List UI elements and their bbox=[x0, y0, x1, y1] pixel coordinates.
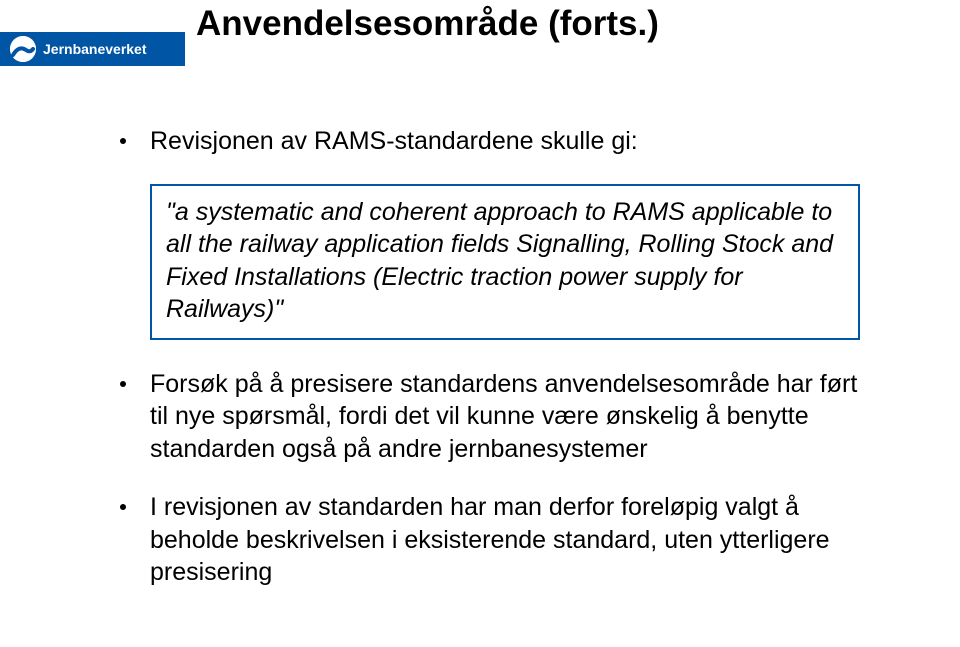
bullet-dot-icon bbox=[120, 138, 126, 144]
list-item: Forsøk på å presisere standardens anvend… bbox=[120, 368, 880, 466]
bullet-text: I revisjonen av standarden har man derfo… bbox=[150, 491, 880, 589]
quote-text: "a systematic and coherent approach to R… bbox=[166, 196, 844, 326]
intro-bullet-text: Revisjonen av RAMS-standardene skulle gi… bbox=[150, 125, 638, 158]
brand-name: Jernbaneverket bbox=[43, 41, 147, 57]
slide-content: Revisjonen av RAMS-standardene skulle gi… bbox=[120, 125, 880, 615]
brand-logo-icon bbox=[10, 36, 36, 62]
slide-title: Anvendelsesområde (forts.) bbox=[196, 4, 659, 44]
quote-box: "a systematic and coherent approach to R… bbox=[150, 184, 860, 340]
intro-bullet: Revisjonen av RAMS-standardene skulle gi… bbox=[120, 125, 880, 158]
bullet-dot-icon bbox=[120, 504, 126, 510]
list-item: I revisjonen av standarden har man derfo… bbox=[120, 491, 880, 589]
bullet-dot-icon bbox=[120, 381, 126, 387]
brand-bar: Jernbaneverket bbox=[0, 32, 185, 66]
bullet-text: Forsøk på å presisere standardens anvend… bbox=[150, 368, 880, 466]
